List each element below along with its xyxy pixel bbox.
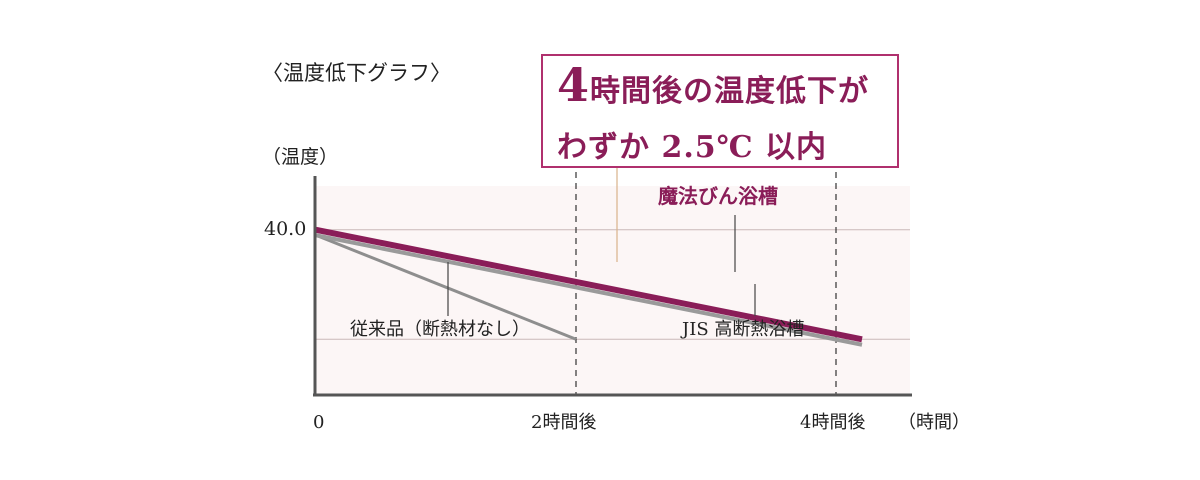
callout-line1: 4時間後の温度低下が bbox=[557, 58, 869, 112]
y-tick-label: 40.0 bbox=[264, 218, 306, 240]
callout-number: 4 bbox=[557, 58, 591, 112]
series-lines bbox=[315, 226, 863, 347]
x-axis-label: （時間） bbox=[898, 412, 970, 433]
callout-line2: わずか 2.5℃ 以内 bbox=[557, 130, 828, 165]
series-label-magic: 魔法びん浴槽 bbox=[658, 184, 778, 208]
series-label-conventional: 従来品（断熱材なし） bbox=[350, 319, 530, 340]
x-tick-label-4h: 4時間後 bbox=[800, 412, 865, 433]
callout-line1-text: 時間後の温度低下が bbox=[590, 74, 870, 109]
series-label-jis: JIS 高断熱浴槽 bbox=[680, 319, 804, 340]
y-axis-label: （温度） bbox=[262, 146, 338, 168]
x-tick-label-0: 0 bbox=[313, 412, 324, 433]
series-line-1 bbox=[315, 233, 863, 347]
chart-title: 〈温度低下グラフ〉 bbox=[262, 61, 451, 85]
axes bbox=[313, 176, 912, 397]
x-tick-label-2h: 2時間後 bbox=[531, 412, 596, 433]
series-line-2 bbox=[315, 233, 577, 341]
grid-lines bbox=[314, 229, 910, 340]
series-line-0 bbox=[315, 226, 863, 343]
callout-box: 4時間後の温度低下が わずか 2.5℃ 以内 bbox=[541, 54, 899, 168]
